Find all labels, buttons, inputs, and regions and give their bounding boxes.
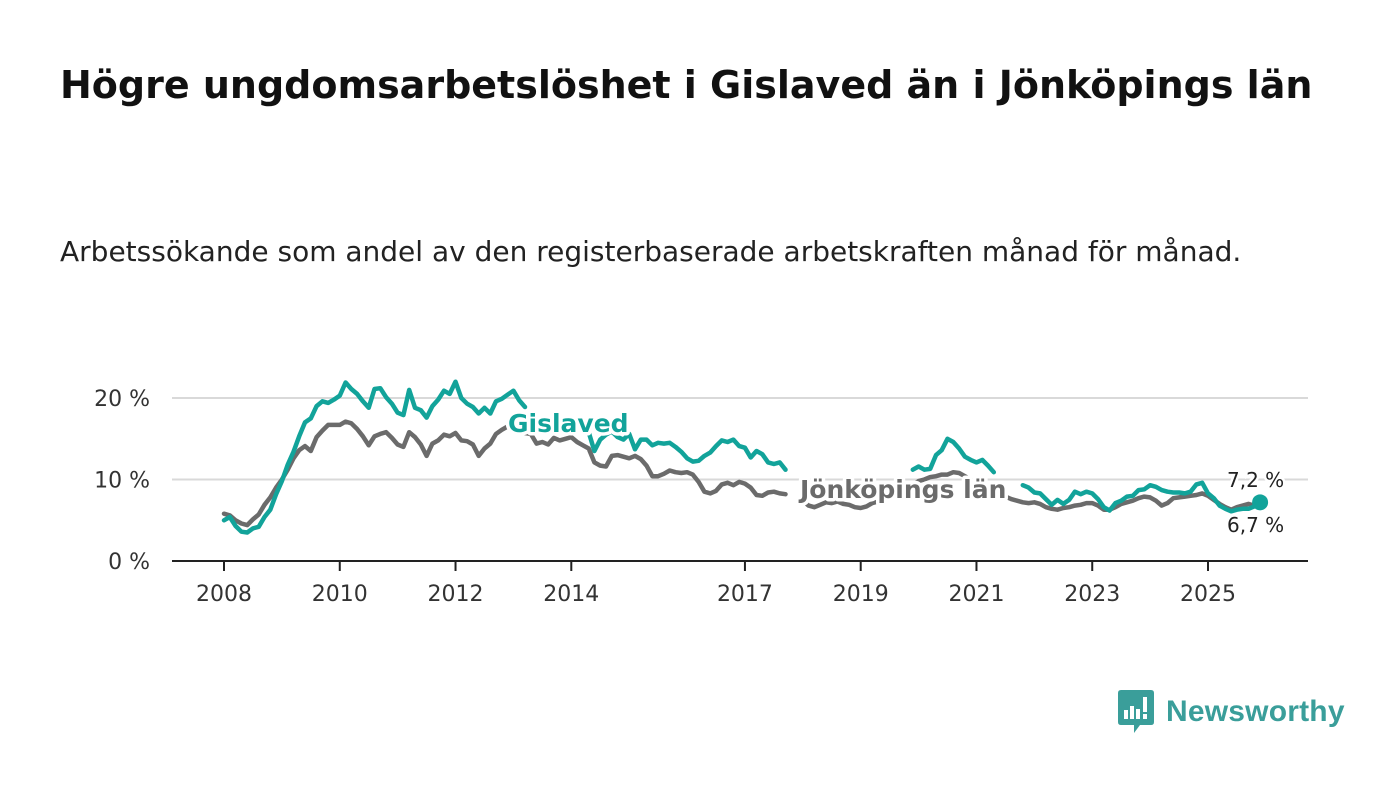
x-axis-ticks: 2008 2010 2012 2014 2017 2019 2021 2023 2025	[196, 561, 1236, 607]
x-tick-label: 2010	[312, 582, 368, 607]
y-axis-ticks: 0 % 10 % 20 %	[94, 387, 150, 575]
gridlines	[172, 397, 1308, 481]
brand-name: Newsworthy	[1166, 695, 1345, 728]
series-label-gislaved: Gislaved	[508, 409, 629, 438]
y-tick-label: 0 %	[108, 550, 150, 575]
x-tick-label: 2021	[948, 582, 1004, 607]
series-line-gislaved	[221, 379, 528, 535]
newsworthy-logo: Newsworthy	[1118, 690, 1345, 734]
newsworthy-logo-icon	[1118, 690, 1154, 733]
x-tick-label: 2008	[196, 582, 252, 607]
series-line-jonkopings-lan	[800, 469, 1263, 512]
end-value-gislaved: 7,2 %	[1227, 468, 1284, 492]
series-line-gislaved	[586, 429, 788, 472]
x-tick-label: 2012	[428, 582, 484, 607]
page-title: Högre ungdomsarbetslöshet i Gislaved än …	[60, 63, 1313, 107]
end-value-jonkopings-lan: 6,7 %	[1227, 513, 1284, 537]
series-labels: Gislaved Jönköpings län 7,2 % 6,7 %	[505, 406, 1287, 540]
series-lines	[221, 379, 1263, 535]
y-tick-label: 10 %	[94, 469, 150, 494]
end-point-marker	[1252, 494, 1269, 511]
series-line-jonkopings-lan	[221, 419, 788, 528]
x-tick-label: 2014	[543, 582, 599, 607]
y-tick-label: 20 %	[94, 387, 150, 412]
x-tick-label: 2023	[1064, 582, 1120, 607]
series-line-gislaved	[1020, 480, 1263, 514]
series-line-gislaved	[910, 436, 997, 475]
x-tick-label: 2025	[1180, 582, 1236, 607]
series-label-jonkopings-lan: Jönköpings län	[798, 475, 1006, 504]
x-tick-label: 2019	[833, 582, 889, 607]
chart-subtitle: Arbetssökande som andel av den registerb…	[60, 235, 1242, 268]
x-tick-label: 2017	[717, 582, 773, 607]
